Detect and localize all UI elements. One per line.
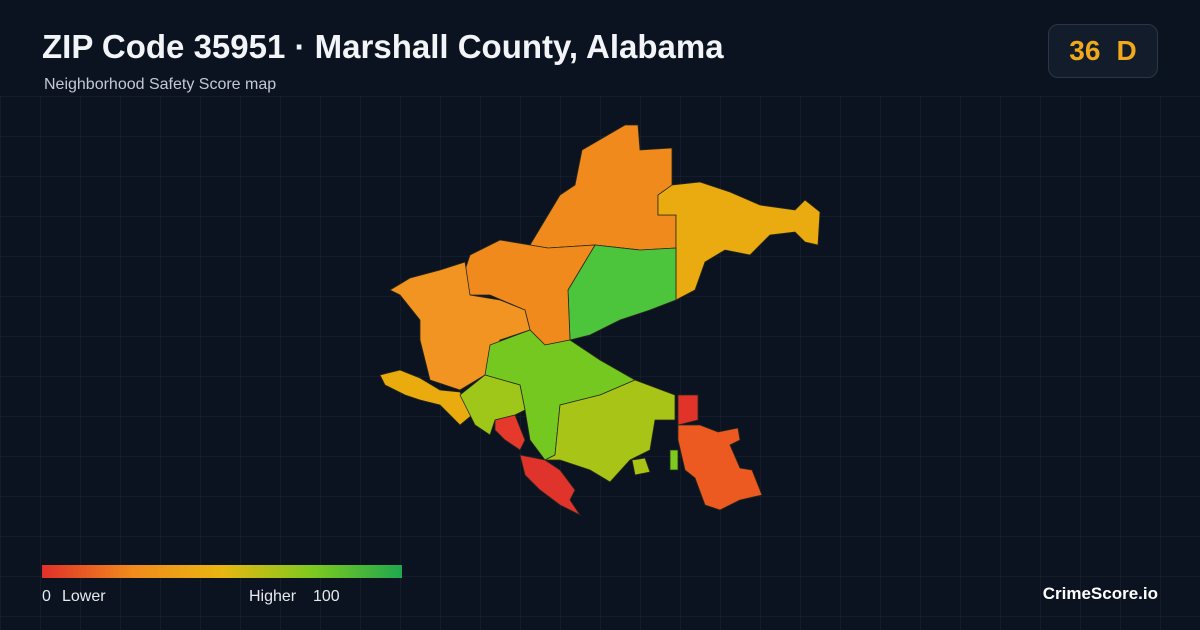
legend-gradient [42,565,402,578]
subtitle: Neighborhood Safety Score map [44,76,277,93]
score: 36 [1069,35,1101,66]
brand: CrimeScore.io [1042,584,1158,603]
region [389,261,531,391]
legend-max-label: Higher [249,588,297,605]
region [631,457,651,476]
legend-max: 100 [313,588,340,605]
region [494,414,526,451]
region [519,454,582,517]
region [657,181,821,301]
region [677,394,699,426]
zip-regions [379,124,821,517]
region [379,369,473,426]
grade: D [1116,35,1137,66]
title: ZIP Code 35951 · Marshall County, Alabam… [42,28,724,65]
legend-min-label: Lower [62,588,106,605]
legend-min: 0 [42,588,51,605]
region [677,424,763,511]
region [544,379,676,483]
region [669,449,679,471]
score-badge: 36 D [1048,24,1158,78]
